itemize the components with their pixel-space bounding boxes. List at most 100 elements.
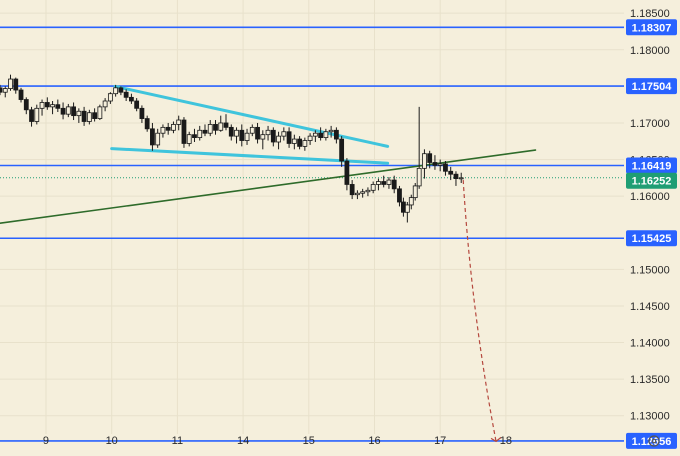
candle-body (0, 87, 3, 93)
candle-body (458, 177, 464, 180)
candle-body (144, 118, 150, 130)
candle-body (181, 119, 187, 144)
candle-body (34, 107, 40, 122)
candle-body (344, 160, 350, 185)
x-tick-label: 11 (172, 435, 183, 447)
time-axis: 9 10 11 14 15 16 17 18 (43, 435, 512, 447)
candle-body (192, 134, 197, 139)
candle-body (408, 197, 414, 206)
level-price-badge (626, 230, 677, 247)
y-tick-label: 1.15000 (630, 264, 670, 276)
candle-body (71, 106, 76, 117)
x-tick-label: 16 (368, 435, 380, 447)
x-tick-label: 14 (237, 435, 249, 447)
candle-body (453, 173, 459, 179)
candle-body (165, 126, 171, 131)
candle-body (50, 104, 55, 108)
y-tick-label: 1.17000 (630, 118, 670, 130)
level-price-label: 1.17504 (632, 81, 673, 93)
candle-body (39, 102, 45, 109)
candle-body (23, 99, 29, 111)
candle-body (176, 119, 182, 125)
gear-icon[interactable] (648, 435, 660, 447)
candle-body (65, 106, 71, 115)
candle-body (55, 104, 61, 109)
level-price-label: 1.15425 (632, 233, 672, 245)
candle-body (13, 78, 19, 91)
x-tick-label: 17 (434, 435, 446, 447)
candle-body (281, 131, 287, 137)
candle-body (386, 179, 392, 185)
candle-body (81, 110, 87, 122)
candle-body (2, 88, 8, 93)
candle-body (223, 122, 229, 128)
candle-body (134, 100, 140, 109)
candle-body (360, 191, 366, 194)
price-badges: 1.18307 1.17504 1.16419 1.15425 1.12656 1.162… (626, 19, 677, 449)
level-price-label: 1.12656 (632, 436, 672, 448)
candle-body (323, 131, 329, 139)
candle-body (391, 179, 397, 190)
candle-body (171, 124, 176, 131)
candle-body (207, 124, 213, 134)
candle-body (443, 163, 448, 172)
candle-body (297, 138, 302, 147)
candle-body (365, 189, 371, 193)
candle-body (412, 185, 418, 199)
candle-body (328, 129, 334, 133)
candle-body (427, 153, 433, 163)
candle-body (448, 170, 454, 175)
candle-body (107, 93, 113, 102)
candle-body (312, 132, 318, 137)
candle-body (239, 129, 245, 141)
candle-body (270, 129, 276, 143)
candle-body (249, 126, 255, 134)
candle-body (228, 126, 234, 137)
x-tick-label: 15 (303, 435, 315, 447)
level-price-badge (626, 78, 677, 95)
trendline[interactable] (0, 149, 537, 225)
y-tick-label: 1.14500 (630, 301, 670, 313)
vertical-grid (45, 0, 507, 434)
candle-body (8, 78, 13, 89)
candle-body (265, 129, 271, 136)
level-price-label: 1.18307 (632, 22, 672, 34)
y-tick-label: 1.14000 (630, 338, 670, 350)
x-tick-label: 10 (106, 435, 118, 447)
candle-body (160, 126, 166, 134)
candle-body (60, 107, 66, 115)
support-resistance-levels (0, 26, 624, 442)
candle-body (370, 184, 376, 191)
candle-body (381, 181, 387, 185)
projection-path (462, 180, 502, 443)
candle-body (197, 129, 203, 139)
candle-body (397, 188, 402, 203)
candle-body (118, 87, 124, 93)
gear-icon-hub (651, 438, 657, 444)
candle-body (129, 96, 134, 102)
candle-body (286, 131, 292, 144)
level-price-badge (626, 157, 677, 174)
candle-body (102, 100, 108, 108)
candle-body (218, 122, 224, 131)
x-tick-label: 9 (43, 435, 49, 447)
trendline[interactable] (113, 84, 390, 148)
candle-body (44, 102, 50, 108)
y-tick-label: 1.16000 (630, 191, 670, 203)
candle-body (291, 138, 297, 144)
candle-body (376, 181, 381, 185)
level-price-label: 1.16419 (632, 160, 672, 172)
candle-body (416, 167, 422, 187)
candle-body (113, 87, 119, 95)
candle-body (86, 112, 92, 122)
projection-arrowhead (490, 436, 502, 443)
candle-body (234, 129, 239, 137)
candle-body (202, 129, 208, 134)
gear-icon-ring (648, 435, 660, 447)
candle-body (123, 91, 129, 98)
level-price-badge (626, 19, 677, 36)
candle-body (29, 109, 34, 122)
y-tick-label: 1.18500 (630, 8, 670, 20)
